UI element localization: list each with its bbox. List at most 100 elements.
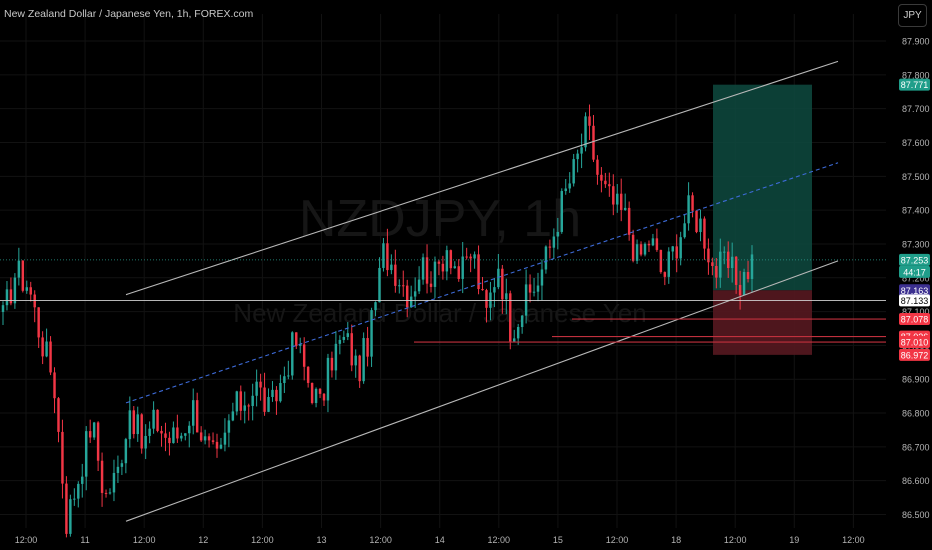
candle-body xyxy=(120,463,124,467)
candle-body xyxy=(635,244,639,261)
candle-body xyxy=(326,357,330,401)
candle-body xyxy=(457,266,460,279)
candle-body xyxy=(223,432,227,445)
candle-body xyxy=(338,339,342,344)
candle-body xyxy=(271,389,274,397)
candle-body xyxy=(390,264,393,271)
candle-body xyxy=(604,180,607,185)
candle-body xyxy=(425,257,429,284)
candle-body xyxy=(164,433,167,438)
candle-body xyxy=(608,184,611,187)
price-labels: 87.77187.25344:1787.16387.13387.07887.02… xyxy=(899,78,930,361)
candle-body xyxy=(536,285,540,292)
price-tick-label: 86.900 xyxy=(902,375,930,385)
chart-title: New Zealand Dollar / Japanese Yen, 1h, F… xyxy=(4,8,254,20)
price-tick-label: 87.300 xyxy=(902,239,930,249)
price-tick-label: 87.400 xyxy=(902,206,930,216)
time-tick-label: 12:00 xyxy=(606,535,629,545)
candle-body xyxy=(469,256,472,259)
candle-body xyxy=(707,248,710,263)
candle-body xyxy=(108,492,112,494)
candle-body xyxy=(136,414,139,435)
candle-body xyxy=(548,246,552,248)
candle-body xyxy=(156,409,159,431)
candle-body xyxy=(199,432,203,441)
candle-body xyxy=(77,483,80,499)
price-label-box xyxy=(899,348,930,361)
candle-body xyxy=(691,195,694,211)
candle-body xyxy=(497,268,500,288)
candle-body xyxy=(695,210,698,233)
candle-body xyxy=(116,466,120,473)
candle-body xyxy=(386,243,389,271)
candle-body xyxy=(148,428,151,436)
candle-body xyxy=(362,338,365,382)
candle-body xyxy=(184,433,187,436)
candle-body xyxy=(33,294,36,308)
candle-body xyxy=(746,271,750,279)
price-label-text: 44:17 xyxy=(903,267,926,277)
time-tick-label: 12:00 xyxy=(369,535,392,545)
candle-body xyxy=(251,395,254,407)
channel-lower-line xyxy=(125,260,839,522)
candle-body xyxy=(45,341,48,357)
candle-body xyxy=(53,372,56,399)
price-tick-label: 87.100 xyxy=(902,307,930,317)
candle-body xyxy=(81,476,84,484)
price-label-text: 87.253 xyxy=(901,255,929,265)
time-tick-label: 15 xyxy=(553,535,563,545)
candle-body xyxy=(298,344,302,346)
price-label-text: 87.771 xyxy=(901,80,929,90)
price-label-text: 87.078 xyxy=(901,315,929,325)
time-tick-label: 12:00 xyxy=(488,535,511,545)
candle-body xyxy=(69,499,72,534)
channel-upper-line xyxy=(125,60,839,296)
price-label-text: 87.163 xyxy=(901,286,929,296)
candle-body xyxy=(544,246,548,270)
candle-body xyxy=(124,439,128,464)
candle-body xyxy=(140,414,143,449)
channel-mid-line xyxy=(125,162,839,404)
candle-body xyxy=(17,260,21,278)
candle-body xyxy=(564,188,567,192)
candle-body xyxy=(100,460,104,493)
candle-body xyxy=(295,332,298,346)
candle-body xyxy=(314,388,318,404)
candle-body xyxy=(742,271,746,296)
candle-body xyxy=(354,355,357,366)
currency-button[interactable]: JPY xyxy=(898,4,927,27)
price-label-box xyxy=(899,78,930,91)
time-tick-label: 19 xyxy=(789,535,799,545)
candle-body xyxy=(703,218,706,249)
price-tick-label: 87.500 xyxy=(902,172,930,182)
candle-body xyxy=(370,310,373,357)
candle-body xyxy=(231,411,235,421)
candle-body xyxy=(382,243,385,268)
candle-body xyxy=(41,337,44,357)
candle-body xyxy=(528,284,532,293)
candle-body xyxy=(267,396,270,412)
candle-body xyxy=(726,251,730,269)
candle-body xyxy=(445,250,449,272)
candle-body xyxy=(378,267,381,303)
candle-body xyxy=(275,389,278,402)
candle-body xyxy=(417,279,421,292)
candle-body xyxy=(461,256,464,279)
candle-body xyxy=(180,435,183,439)
time-tick-label: 12:00 xyxy=(133,535,156,545)
candle-body xyxy=(520,315,524,328)
price-label-box xyxy=(899,294,930,307)
candle-body xyxy=(207,436,211,441)
candle-body xyxy=(291,332,294,376)
price-axis: 87.900 87.800 87.700 87.600 87.500 87.400 87.3… xyxy=(902,37,930,520)
candle-body xyxy=(255,381,258,396)
candle-body xyxy=(21,260,25,291)
candle-body xyxy=(453,266,457,269)
candle-body xyxy=(687,195,690,224)
candle-body xyxy=(572,159,575,184)
candle-body xyxy=(235,391,239,412)
candle-body xyxy=(516,327,520,339)
candle-body xyxy=(144,435,147,449)
position-zones xyxy=(713,84,812,355)
